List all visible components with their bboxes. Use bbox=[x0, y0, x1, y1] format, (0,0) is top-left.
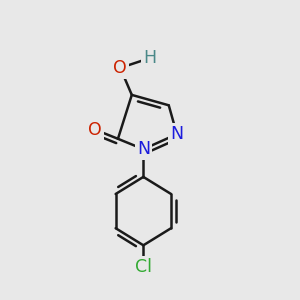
Text: O: O bbox=[113, 59, 127, 77]
Text: O: O bbox=[88, 121, 102, 139]
Text: Cl: Cl bbox=[135, 258, 152, 276]
Text: N: N bbox=[137, 140, 150, 158]
Text: N: N bbox=[170, 125, 183, 143]
Text: H: H bbox=[144, 49, 157, 67]
